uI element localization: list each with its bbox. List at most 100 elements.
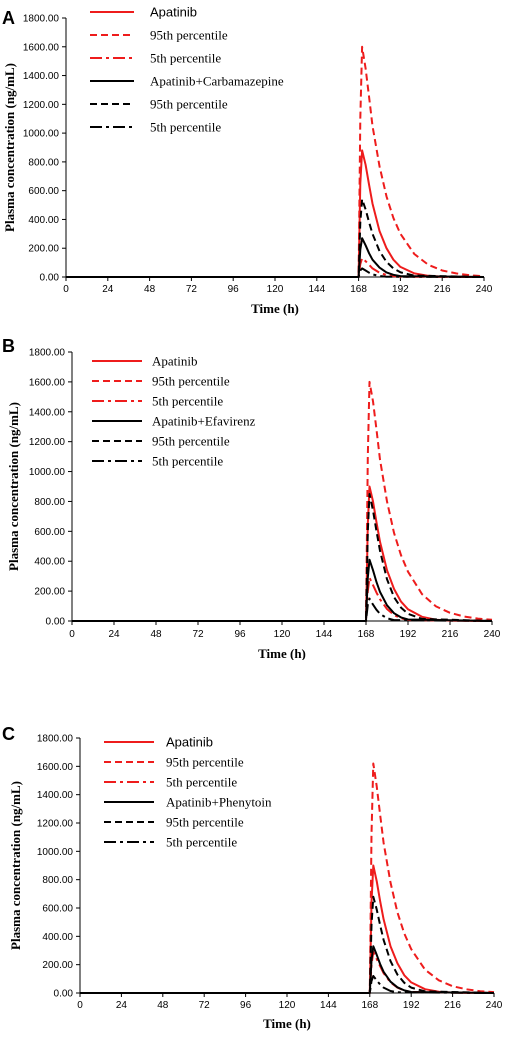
legend-label: Apatinib <box>152 354 198 369</box>
y-tick-label: 400.00 <box>28 215 59 226</box>
y-tick-label: 1000.00 <box>23 129 60 140</box>
y-tick-label: 400.00 <box>34 557 65 568</box>
x-tick-label: 24 <box>116 1000 128 1011</box>
x-tick-label: 0 <box>69 629 75 640</box>
series-line-combo-solid <box>72 558 493 622</box>
y-tick-label: 200.00 <box>42 960 73 971</box>
y-tick-label: 1400.00 <box>29 407 66 418</box>
y-tick-label: 600.00 <box>34 527 65 538</box>
legend-label: Apatinib+Phenytoin <box>166 795 272 810</box>
x-tick-label: 0 <box>77 1000 83 1011</box>
panel-label: C <box>2 724 15 744</box>
x-tick-label: 192 <box>392 284 409 295</box>
y-tick-label: 800.00 <box>28 157 59 168</box>
y-tick-label: 0.00 <box>54 989 74 1000</box>
x-tick-label: 192 <box>403 1000 420 1011</box>
x-tick-label: 96 <box>240 1000 252 1011</box>
x-tick-label: 144 <box>320 1000 337 1011</box>
series-line-combo-dashed <box>72 493 493 622</box>
x-tick-label: 72 <box>192 629 204 640</box>
legend-label: 5th percentile <box>166 835 237 850</box>
y-tick-label: 800.00 <box>42 875 73 886</box>
series-line-apatinib-solid <box>66 149 485 278</box>
series-line-apatinib-dashed <box>72 380 493 622</box>
series-line-apatinib-dashed <box>80 762 495 994</box>
x-tick-label: 168 <box>350 284 367 295</box>
series-line-combo-dashed <box>80 895 495 994</box>
y-tick-label: 1000.00 <box>37 847 74 858</box>
x-tick-label: 48 <box>150 629 162 640</box>
series-line-combo-dashdot <box>80 975 495 994</box>
y-tick-label: 1200.00 <box>29 437 66 448</box>
y-tick-label: 0.00 <box>40 273 60 284</box>
y-tick-label: 600.00 <box>28 186 59 197</box>
legend-label: 5th percentile <box>166 775 237 790</box>
x-tick-label: 240 <box>484 629 501 640</box>
series-line-apatinib-dashed <box>66 45 485 278</box>
legend: Apatinib 95th percentile 5th percentile Apa… <box>92 354 256 469</box>
series-line-combo-solid <box>66 237 485 278</box>
y-tick-label: 1800.00 <box>29 348 66 359</box>
y-tick-label: 1400.00 <box>23 71 60 82</box>
x-tick-label: 216 <box>434 284 451 295</box>
y-tick-label: 1200.00 <box>23 100 60 111</box>
chart-panel-b: B0.00200.00400.00600.00800.001000.001200… <box>2 336 501 660</box>
x-tick-label: 48 <box>144 284 156 295</box>
panel-label: A <box>2 8 15 28</box>
y-tick-label: 1800.00 <box>23 14 60 25</box>
x-tick-label: 240 <box>486 1000 503 1011</box>
x-tick-label: 120 <box>279 1000 296 1011</box>
legend-label: 5th percentile <box>152 394 223 409</box>
y-tick-label: 0.00 <box>46 617 66 628</box>
legend-label: 95th percentile <box>150 97 228 112</box>
x-tick-label: 216 <box>444 1000 461 1011</box>
y-tick-label: 1600.00 <box>37 762 74 773</box>
x-tick-label: 72 <box>199 1000 211 1011</box>
legend-label: Apatinib <box>166 735 213 750</box>
x-tick-label: 96 <box>234 629 246 640</box>
y-tick-label: 1400.00 <box>37 790 74 801</box>
legend-label: 5th percentile <box>150 120 221 135</box>
y-tick-label: 1800.00 <box>37 734 74 745</box>
x-tick-label: 120 <box>267 284 284 295</box>
series-line-combo-dashdot <box>66 267 485 278</box>
legend: Apatinib 95th percentile 5th percentile Apa… <box>90 5 284 135</box>
y-tick-label: 1600.00 <box>29 377 66 388</box>
legend-label: 95th percentile <box>152 434 230 449</box>
x-tick-label: 72 <box>186 284 198 295</box>
x-tick-label: 120 <box>274 629 291 640</box>
panel-label: B <box>2 336 15 356</box>
legend-label: 95th percentile <box>152 374 230 389</box>
y-axis-title: Plasma concentration (ng/mL) <box>2 63 17 232</box>
legend-label: 95th percentile <box>150 28 228 43</box>
y-tick-label: 1600.00 <box>23 42 60 53</box>
legend-label: 5th percentile <box>152 454 223 469</box>
legend: Apatinib 95th percentile 5th percentile Apa… <box>104 735 272 850</box>
x-tick-label: 24 <box>102 284 114 295</box>
series-line-apatinib-dashdot <box>80 950 495 994</box>
y-axis-title: Plasma concentration (ng/mL) <box>6 402 21 571</box>
legend-label: 95th percentile <box>166 755 244 770</box>
x-axis-title: Time (h) <box>258 646 306 660</box>
y-tick-label: 400.00 <box>42 932 73 943</box>
legend-label: Apatinib <box>150 5 197 20</box>
series-line-combo-dashed <box>66 198 485 278</box>
x-tick-label: 0 <box>63 284 69 295</box>
x-axis-title: Time (h) <box>251 301 299 316</box>
x-tick-label: 240 <box>476 284 493 295</box>
legend-label: 95th percentile <box>166 815 244 830</box>
x-tick-label: 24 <box>108 629 120 640</box>
x-tick-label: 168 <box>361 1000 378 1011</box>
y-tick-label: 200.00 <box>28 244 59 255</box>
y-tick-label: 600.00 <box>42 904 73 915</box>
x-tick-label: 168 <box>358 629 375 640</box>
x-tick-label: 144 <box>308 284 325 295</box>
x-tick-label: 216 <box>442 629 459 640</box>
x-tick-label: 192 <box>400 629 417 640</box>
x-tick-label: 48 <box>157 1000 169 1011</box>
series-line-combo-dashdot <box>72 597 493 622</box>
y-tick-label: 1000.00 <box>29 467 66 478</box>
chart-panel-a: A0.00200.00400.00600.00800.001000.001200… <box>2 5 493 317</box>
x-axis-title: Time (h) <box>263 1016 311 1031</box>
